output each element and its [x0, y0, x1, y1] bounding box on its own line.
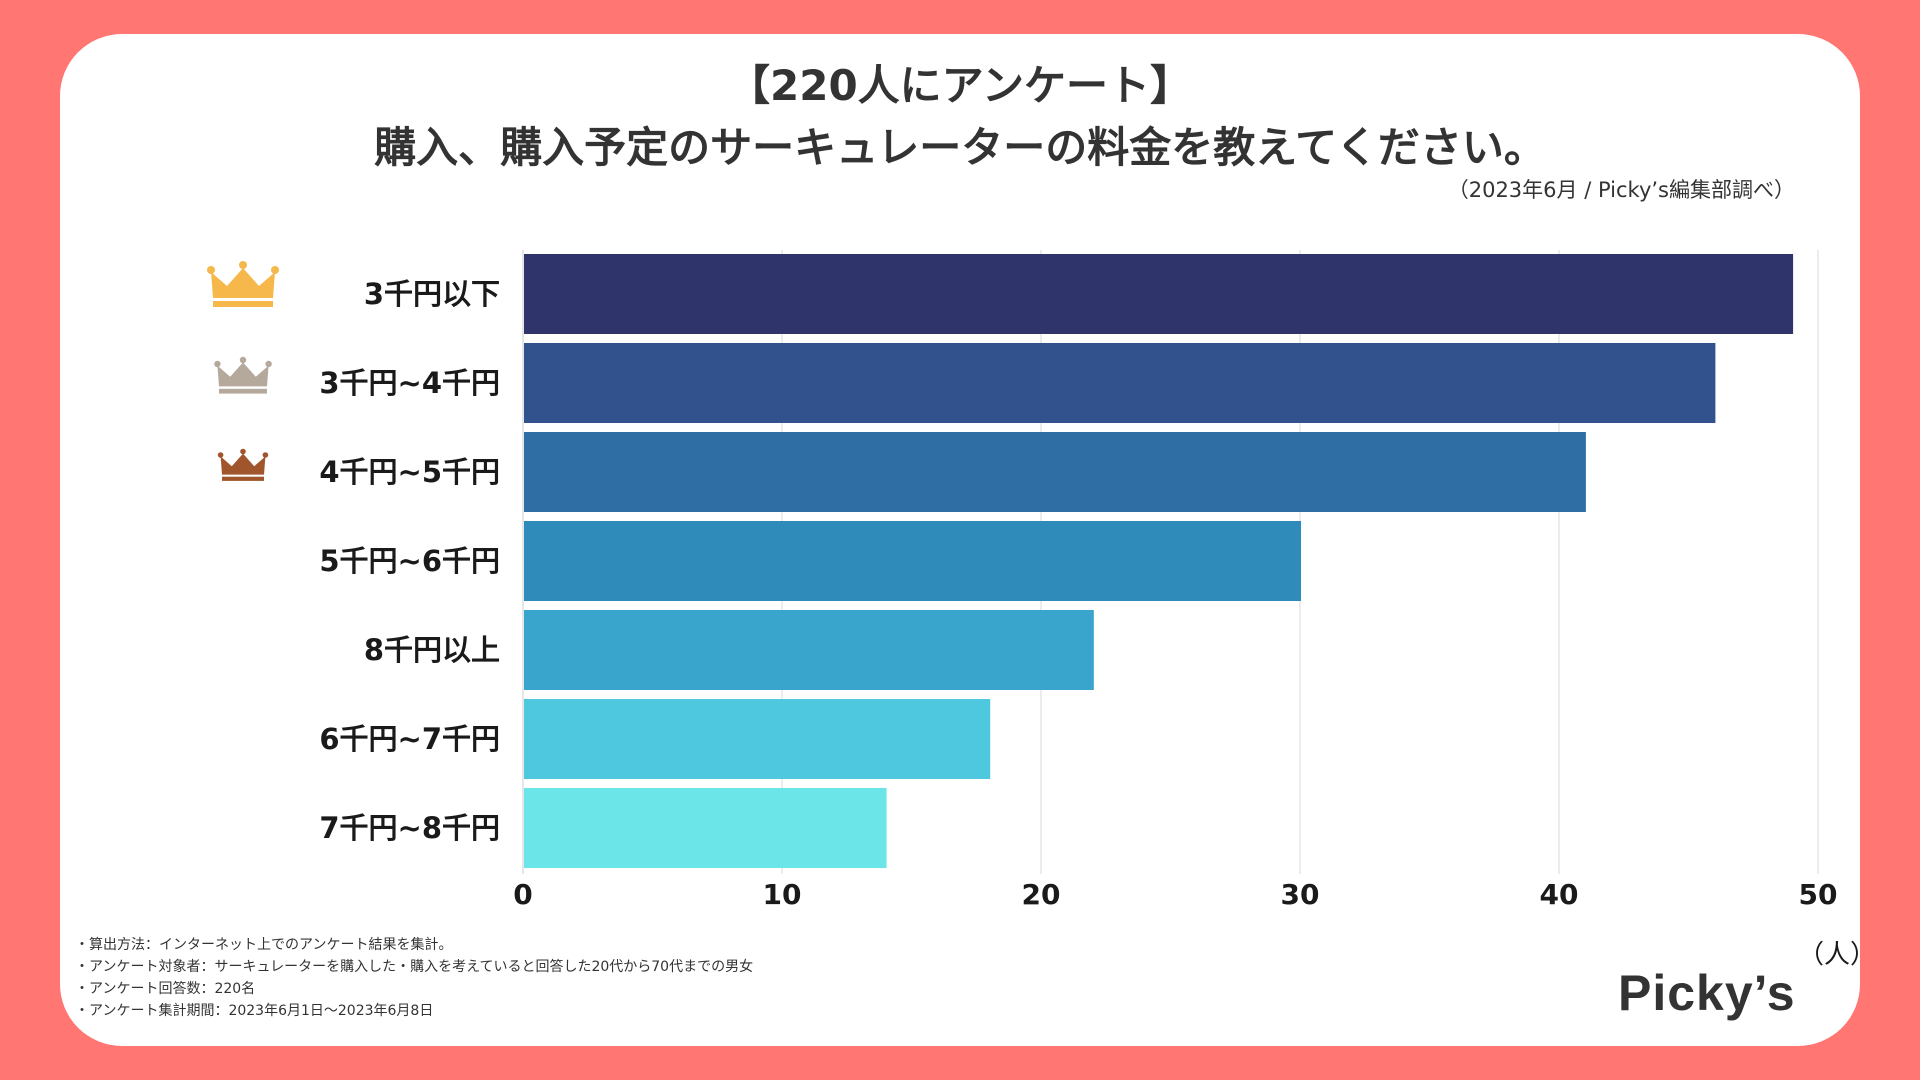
x-tick-label: 10: [763, 878, 802, 911]
chart-card: 【220人にアンケート】 購入、購入予定のサーキュレーターの料金を教えてください…: [60, 34, 1876, 1046]
bar-chart: 0 10 20 30 40 50 3千円以下 3千円~4千円 4千円~5千円 5千円~6千円 8千円…: [207, 250, 1838, 911]
bar: [524, 343, 1716, 423]
note-method: ・算出方法：インターネット上でのアンケート結果を集計。: [75, 937, 453, 953]
category-label: 3千円以下: [364, 277, 500, 311]
gold-crown-icon: [207, 261, 279, 307]
x-tick-label: 40: [1540, 878, 1579, 911]
note-period: ・アンケート集計期間：2023年6月1日〜2023年6月8日: [75, 1003, 434, 1019]
source-note: （2023年6月 / Picky’s編集部調べ）: [1447, 178, 1795, 202]
category-label: 8千円以上: [364, 633, 500, 667]
x-axis-unit-label: （人）: [1798, 940, 1877, 970]
bar: [524, 610, 1094, 690]
brand-logo: Picky’s: [1618, 965, 1796, 1021]
bar: [524, 254, 1794, 334]
chart-title-line1: 【220人にアンケート】: [728, 61, 1192, 110]
x-tick-label: 0: [513, 878, 532, 911]
category-label: 5千円~6千円: [319, 544, 500, 578]
category-label: 3千円~4千円: [319, 366, 500, 400]
bar: [524, 521, 1301, 601]
x-tick-label: 30: [1281, 878, 1320, 911]
chart-title-line2: 購入、購入予定のサーキュレーターの料金を教えてください。: [374, 123, 1546, 172]
category-label: 4千円~5千円: [319, 455, 500, 489]
bar: [524, 788, 887, 868]
category-label: 7千円~8千円: [319, 811, 500, 845]
x-tick-label: 50: [1799, 878, 1838, 911]
note-target: ・アンケート対象者：サーキュレーターを購入した・購入を考えていると回答した20代…: [75, 959, 754, 975]
x-tick-label: 20: [1022, 878, 1061, 911]
survey-notes: ・算出方法：インターネット上でのアンケート結果を集計。 ・アンケート対象者：サー…: [75, 934, 753, 1022]
category-label: 6千円~7千円: [319, 722, 500, 756]
bar: [524, 432, 1586, 512]
note-count: ・アンケート回答数：220名: [75, 981, 256, 997]
silver-crown-icon: [214, 356, 272, 394]
bar: [524, 699, 991, 779]
bronze-crown-icon: [217, 448, 269, 481]
